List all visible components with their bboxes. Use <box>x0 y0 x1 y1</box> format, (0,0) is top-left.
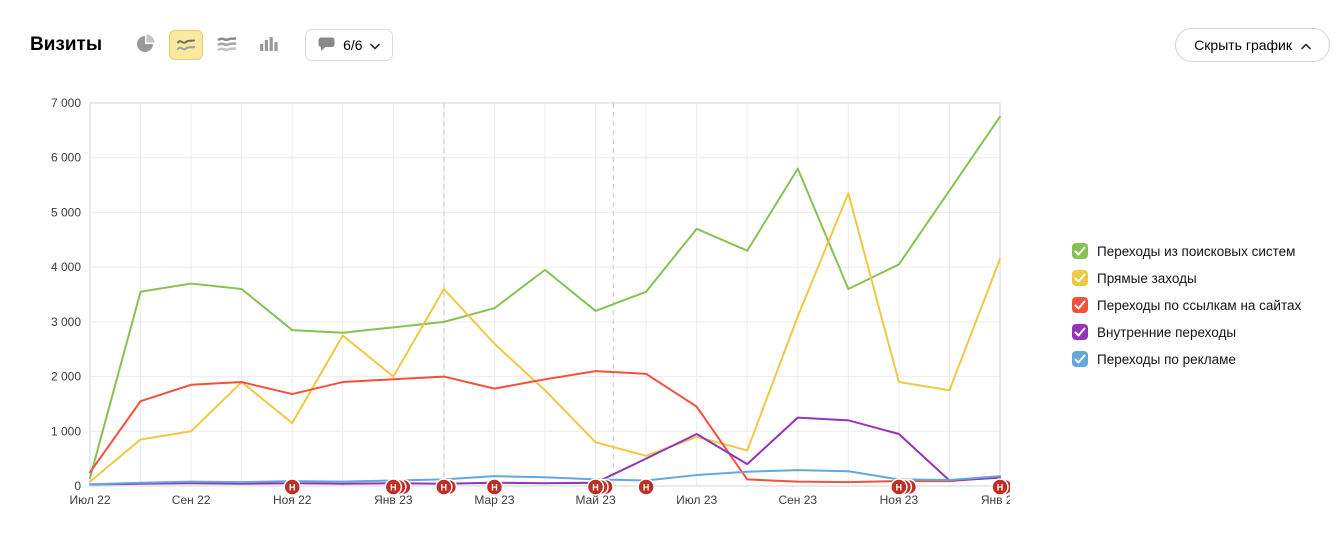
svg-text:Н: Н <box>441 482 448 492</box>
x-axis-label: Ноя 23 <box>880 493 919 507</box>
line-chart-icon-button[interactable] <box>169 30 204 60</box>
chevron-down-icon <box>369 37 380 53</box>
chart-area: 0 1 000 2 000 3 000 4 000 5 000 6 000 7 000 Июл … <box>35 95 1020 525</box>
x-axis-label: Сен 22 <box>172 493 211 507</box>
stacked-area-icon <box>217 34 237 57</box>
chart-series-0[interactable] <box>89 115 1001 479</box>
legend-checkbox[interactable] <box>1072 297 1088 313</box>
chart-toolbar: Визиты <box>30 26 1330 64</box>
x-axis-label: Сен 23 <box>778 493 817 507</box>
svg-text:Н: Н <box>491 482 498 492</box>
stacked-area-icon-button[interactable] <box>210 30 244 60</box>
annotation-marker[interactable]: Н <box>283 478 301 496</box>
legend-checkbox[interactable] <box>1072 324 1088 340</box>
x-axis-label: Янв 23 <box>374 493 413 507</box>
svg-text:Н: Н <box>643 482 650 492</box>
pie-chart-icon-button[interactable] <box>128 30 162 60</box>
legend-checkbox[interactable] <box>1072 351 1088 367</box>
annotations-count: 6/6 <box>343 37 363 53</box>
annotation-marker[interactable]: Н <box>435 478 458 496</box>
annotation-marker[interactable]: Н <box>991 478 1019 496</box>
chart-type-switcher <box>128 30 285 60</box>
y-axis-label: 0 <box>74 479 81 493</box>
svg-text:Н: Н <box>896 482 903 492</box>
x-axis-label: Июл 23 <box>676 493 717 507</box>
svg-text:Н: Н <box>997 482 1004 492</box>
svg-text:Н: Н <box>592 482 599 492</box>
comment-bubble-icon <box>318 36 336 55</box>
legend-label: Прямые заходы <box>1097 270 1197 286</box>
x-axis-label: Мар 23 <box>474 493 514 507</box>
x-axis-label: Янв 24 <box>981 493 1010 507</box>
bar-chart-icon-button[interactable] <box>251 30 285 60</box>
legend-label: Переходы по ссылкам на сайтах <box>1097 297 1302 313</box>
legend-label: Внутренние переходы <box>1097 324 1237 340</box>
hide-chart-button[interactable]: Скрыть график <box>1175 28 1330 62</box>
chart-legend: Переходы из поисковых систем Прямые заход… <box>1072 243 1301 378</box>
y-axis-label: 1 000 <box>51 424 81 438</box>
bar-chart-icon <box>258 34 278 57</box>
legend-item[interactable]: Внутренние переходы <box>1072 324 1301 340</box>
annotation-marker[interactable]: Н <box>637 478 655 496</box>
y-axis-label: 6 000 <box>51 151 81 165</box>
chart-series-4[interactable] <box>89 469 1001 486</box>
y-axis-label: 3 000 <box>51 315 81 329</box>
y-axis-label: 7 000 <box>51 96 81 110</box>
page-title: Визиты <box>30 34 103 55</box>
legend-item[interactable]: Переходы по ссылкам на сайтах <box>1072 297 1301 313</box>
legend-checkbox[interactable] <box>1072 270 1088 286</box>
legend-item[interactable]: Переходы по рекламе <box>1072 351 1301 367</box>
hide-chart-label: Скрыть график <box>1194 37 1292 53</box>
x-axis-label: Май 23 <box>575 493 616 507</box>
chevron-up-icon <box>1301 37 1311 53</box>
legend-label: Переходы из поисковых систем <box>1097 243 1296 259</box>
annotation-marker[interactable]: Н <box>586 478 614 496</box>
y-axis-label: 4 000 <box>51 260 81 274</box>
visits-line-chart[interactable]: 0 1 000 2 000 3 000 4 000 5 000 6 000 7 000 Июл … <box>35 95 1020 520</box>
x-axis-label: Ноя 22 <box>273 493 312 507</box>
annotation-marker[interactable]: Н <box>384 478 412 496</box>
annotation-marker[interactable]: Н <box>890 478 918 496</box>
annotations-dropdown[interactable]: 6/6 <box>305 29 393 61</box>
x-axis-label: Июл 22 <box>69 493 110 507</box>
y-axis-label: 5 000 <box>51 205 81 219</box>
legend-checkbox[interactable] <box>1072 243 1088 259</box>
pie-chart-icon <box>135 34 155 57</box>
legend-item[interactable]: Прямые заходы <box>1072 270 1301 286</box>
legend-item[interactable]: Переходы из поисковых систем <box>1072 243 1301 259</box>
annotation-marker[interactable]: Н <box>485 478 504 496</box>
chart-series-2[interactable] <box>89 370 1001 484</box>
svg-text:Н: Н <box>289 482 296 492</box>
line-chart-icon <box>176 34 196 57</box>
legend-label: Переходы по рекламе <box>1097 351 1236 367</box>
chart-series-3[interactable] <box>89 416 1001 486</box>
svg-text:Н: Н <box>390 482 397 492</box>
y-axis-label: 2 000 <box>51 370 81 384</box>
